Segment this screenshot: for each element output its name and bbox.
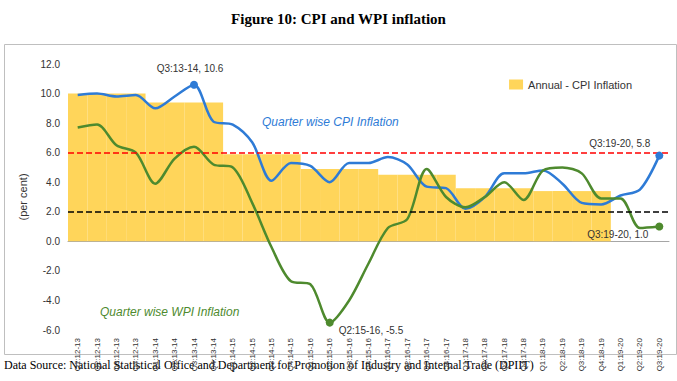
svg-text:Q4:16-17: Q4:16-17 xyxy=(442,337,451,371)
svg-text:Q1:15-16: Q1:15-16 xyxy=(306,337,315,371)
svg-text:Q1:19-20: Q1:19-20 xyxy=(616,337,625,371)
svg-text:12.0: 12.0 xyxy=(41,59,61,70)
svg-text:Q3:19-20: Q3:19-20 xyxy=(655,337,664,371)
svg-text:Q2:19-20: Q2:19-20 xyxy=(635,337,644,371)
svg-text:Annual - CPI Inflation: Annual - CPI Inflation xyxy=(528,79,632,91)
svg-text:Q1:13-14: Q1:13-14 xyxy=(151,337,160,371)
svg-text:-6.0: -6.0 xyxy=(43,325,61,336)
svg-text:Q2:12-13: Q2:12-13 xyxy=(93,337,102,371)
svg-text:4.0: 4.0 xyxy=(46,177,60,188)
svg-text:2.0: 2.0 xyxy=(46,206,60,217)
svg-text:6.0: 6.0 xyxy=(46,147,60,158)
svg-text:Q3:13-14, 10.6: Q3:13-14, 10.6 xyxy=(157,63,224,74)
svg-text:Q2:17-18: Q2:17-18 xyxy=(480,337,489,371)
svg-text:Q3:19-20, 1.0: Q3:19-20, 1.0 xyxy=(587,229,649,240)
svg-text:Q3:12-13: Q3:12-13 xyxy=(112,337,121,371)
svg-text:Q1:17-18: Q1:17-18 xyxy=(461,337,470,371)
svg-text:Q3:19-20, 5.8: Q3:19-20, 5.8 xyxy=(589,138,651,149)
svg-text:Q3:15-16: Q3:15-16 xyxy=(345,337,354,371)
svg-text:Q2:16-17: Q2:16-17 xyxy=(403,337,412,371)
svg-text:Q2:15-16: Q2:15-16 xyxy=(325,337,334,371)
svg-text:-4.0: -4.0 xyxy=(43,295,61,306)
svg-text:Data Source: National Statisti: Data Source: National Statistical Office… xyxy=(4,358,534,372)
svg-text:Q2:15-16, -5.5: Q2:15-16, -5.5 xyxy=(339,325,404,336)
svg-text:8.0: 8.0 xyxy=(46,118,60,129)
svg-text:Q4:13-14: Q4:13-14 xyxy=(209,337,218,371)
svg-text:Q4:17-18: Q4:17-18 xyxy=(519,337,528,371)
svg-text:Q2:13-14: Q2:13-14 xyxy=(170,337,179,371)
svg-text:Q1:12-13: Q1:12-13 xyxy=(73,337,82,371)
svg-text:Q4:14-15: Q4:14-15 xyxy=(286,337,295,371)
svg-text:0.0: 0.0 xyxy=(46,236,60,247)
svg-text:Q3:16-17: Q3:16-17 xyxy=(422,337,431,371)
svg-text:Quarter wise CPI Inflation: Quarter wise CPI Inflation xyxy=(262,115,399,129)
svg-text:10.0: 10.0 xyxy=(41,88,61,99)
svg-text:Q2:18-19: Q2:18-19 xyxy=(558,337,567,371)
svg-text:Q4:15-16: Q4:15-16 xyxy=(364,337,373,371)
svg-text:Q4:12-13: Q4:12-13 xyxy=(131,337,140,371)
svg-text:-2.0: -2.0 xyxy=(43,265,61,276)
svg-text:Q2:14-15: Q2:14-15 xyxy=(248,337,257,371)
svg-text:(per cent): (per cent) xyxy=(17,173,29,220)
svg-text:Q3:17-18: Q3:17-18 xyxy=(500,337,509,371)
svg-text:Q1:18-19: Q1:18-19 xyxy=(538,337,547,371)
svg-text:Figure 10: CPI and WPI inflati: Figure 10: CPI and WPI inflation xyxy=(231,11,447,27)
svg-text:Q3:18-19: Q3:18-19 xyxy=(577,337,586,371)
svg-text:Q1:14-15: Q1:14-15 xyxy=(228,337,237,371)
svg-text:Q4:18-19: Q4:18-19 xyxy=(597,337,606,371)
svg-text:Q3:13-14: Q3:13-14 xyxy=(190,337,199,371)
svg-text:Quarter wise WPI Inflation: Quarter wise WPI Inflation xyxy=(100,305,240,319)
svg-text:Q3:14-15: Q3:14-15 xyxy=(267,337,276,371)
svg-text:Q1:16-17: Q1:16-17 xyxy=(383,337,392,371)
